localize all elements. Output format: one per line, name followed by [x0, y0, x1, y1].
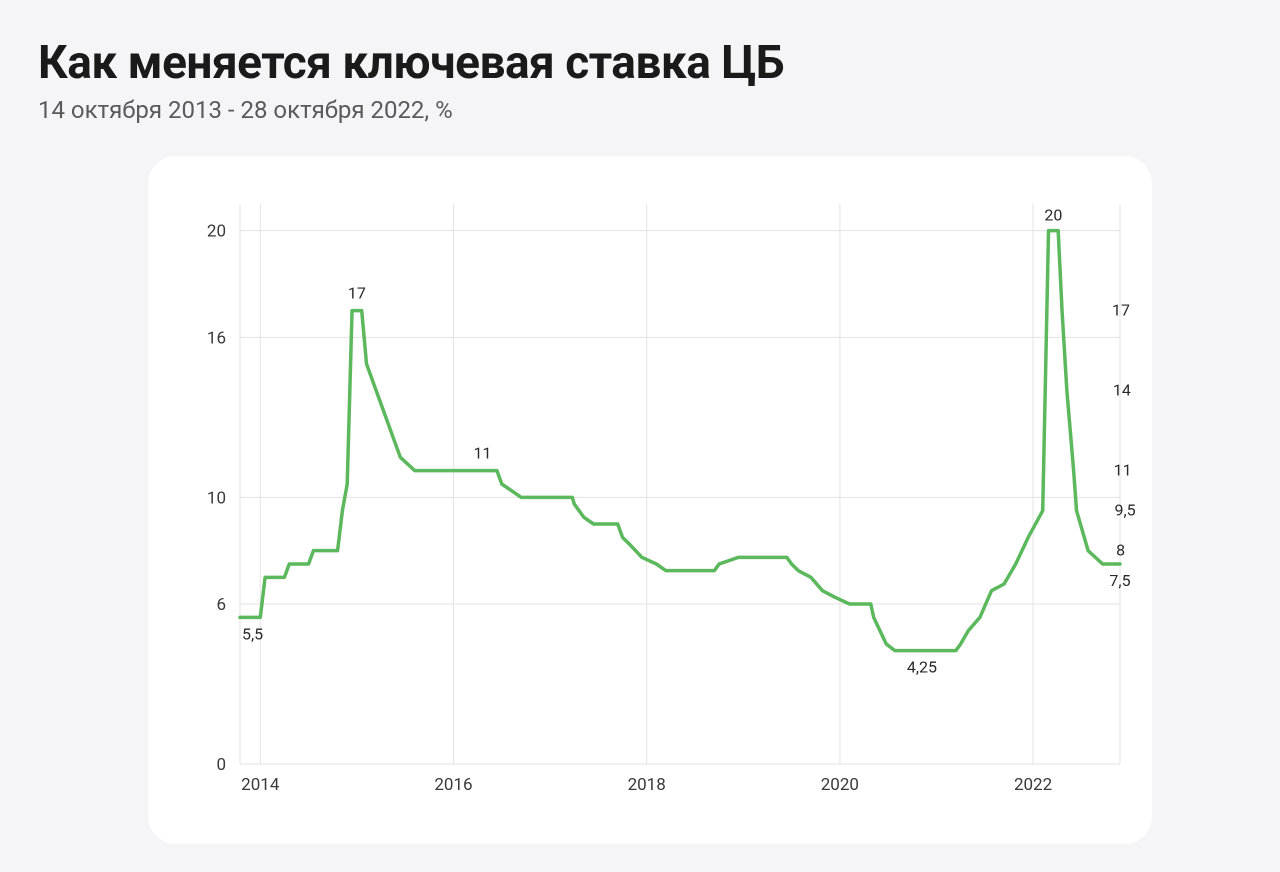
- data-point-label: 20: [1044, 206, 1062, 225]
- data-point-label: 11: [1114, 461, 1132, 480]
- data-point-label: 9,5: [1115, 501, 1136, 520]
- data-point-label: 7,5: [1109, 571, 1130, 590]
- y-axis-tick: 10: [207, 488, 226, 508]
- data-point-label: 4,25: [907, 658, 937, 677]
- data-point-label: 8: [1116, 541, 1125, 560]
- y-axis-tick: 16: [207, 328, 226, 348]
- chart-card: 06101620201420162018202020225,517114,252…: [148, 156, 1152, 844]
- data-point-label: 11: [473, 444, 491, 463]
- x-axis-tick: 2014: [241, 775, 280, 795]
- x-axis-tick: 2020: [821, 775, 859, 795]
- x-axis-tick: 2016: [434, 775, 472, 795]
- x-axis-tick: 2022: [1014, 775, 1052, 795]
- y-axis-tick: 6: [216, 595, 226, 615]
- data-point-label: 17: [348, 284, 366, 303]
- data-point-label: 14: [1113, 381, 1131, 400]
- rate-series-line: [240, 231, 1120, 651]
- y-axis-tick: 20: [207, 222, 226, 242]
- data-point-label: 5,5: [242, 624, 263, 643]
- y-axis-tick: 0: [216, 755, 226, 775]
- data-point-label: 17: [1112, 301, 1130, 320]
- line-chart: 06101620201420162018202020225,517114,252…: [178, 184, 1182, 814]
- x-axis-tick: 2018: [628, 775, 666, 795]
- chart-title: Как меняется ключевая ставка ЦБ: [38, 36, 1242, 90]
- chart-subtitle: 14 октября 2013 - 28 октября 2022, %: [38, 96, 1242, 124]
